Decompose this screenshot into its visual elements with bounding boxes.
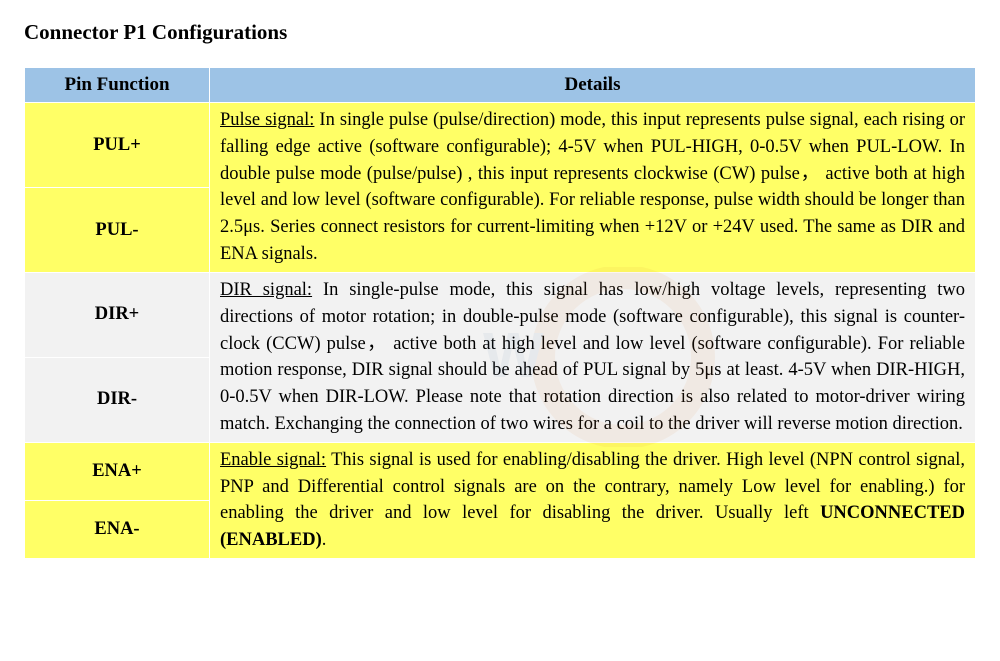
pin-cell: PUL+ xyxy=(25,103,210,188)
pin-cell: ENA+ xyxy=(25,442,210,500)
page-title: Connector P1 Configurations xyxy=(24,20,976,45)
signal-label: DIR signal: xyxy=(220,280,312,300)
table-row: PUL+ Pulse signal: In single pulse (puls… xyxy=(25,103,976,188)
signal-label: Enable signal: xyxy=(220,450,326,470)
pin-cell: ENA- xyxy=(25,500,210,558)
pin-cell: DIR+ xyxy=(25,272,210,357)
table-row: ENA+ Enable signal: This signal is used … xyxy=(25,442,976,500)
pin-cell: DIR- xyxy=(25,357,210,442)
signal-label: Pulse signal: xyxy=(220,110,314,130)
table-header-row: Pin Function Details xyxy=(25,68,976,103)
details-cell: Enable signal: This signal is used for e… xyxy=(210,442,976,558)
pin-cell: PUL- xyxy=(25,187,210,272)
signal-description-tail: . xyxy=(322,530,327,550)
details-cell: Pulse signal: In single pulse (pulse/dir… xyxy=(210,103,976,273)
details-cell: W DIR signal: In single-pulse mode, this… xyxy=(210,272,976,442)
svg-text:W: W xyxy=(483,319,544,391)
signal-description: In single-pulse mode, this signal has lo… xyxy=(220,280,965,434)
signal-description: In single pulse (pulse/direction) mode, … xyxy=(220,110,965,264)
col-header-details: Details xyxy=(210,68,976,103)
col-header-pin: Pin Function xyxy=(25,68,210,103)
table-row: DIR+ W DIR signal: In single-pulse mode,… xyxy=(25,272,976,357)
connector-table: Pin Function Details PUL+ Pulse signal: … xyxy=(24,67,976,559)
